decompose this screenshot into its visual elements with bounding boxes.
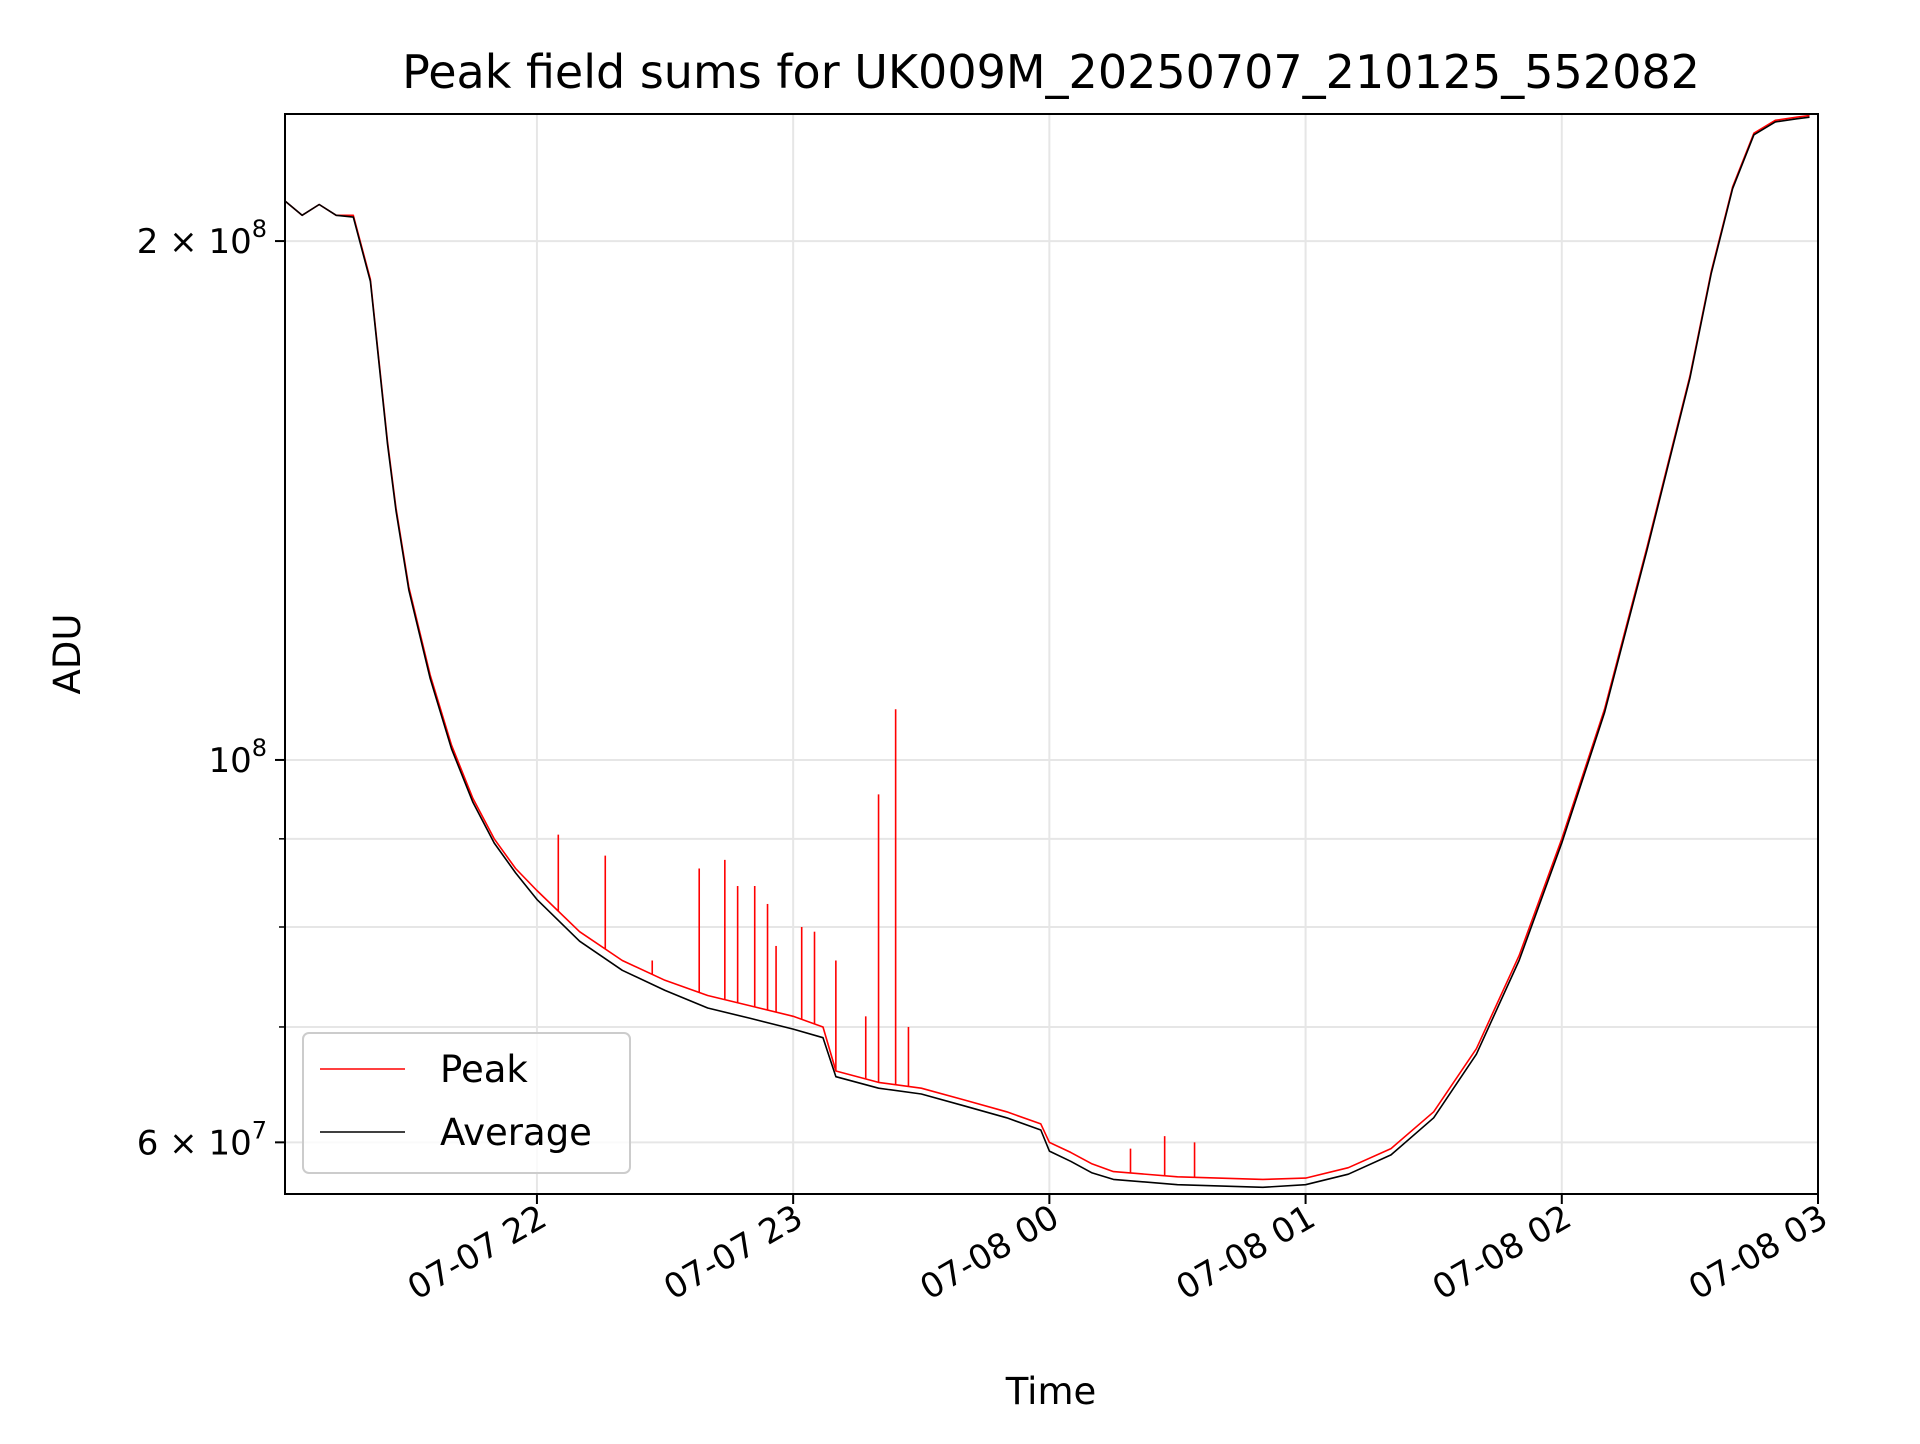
- series-layer: [284, 114, 1810, 1189]
- series-line-average: [284, 116, 1810, 1189]
- legend-frame: [302, 1032, 631, 1174]
- chart-title: Peak field sums for UK009M_20250707_2101…: [402, 45, 1700, 99]
- x-axis-label: Time: [1005, 1370, 1097, 1413]
- y-tick-label: 108: [208, 734, 267, 781]
- y-tick-label: 2 × 108: [137, 215, 267, 262]
- legend-label-peak: Peak: [440, 1048, 528, 1091]
- y-tick-label: 6 × 107: [137, 1116, 267, 1163]
- legend: Peak Average: [302, 1032, 631, 1174]
- y-axis-label: ADU: [46, 614, 89, 695]
- legend-label-average: Average: [440, 1111, 592, 1154]
- axes-frame: [284, 113, 1819, 1195]
